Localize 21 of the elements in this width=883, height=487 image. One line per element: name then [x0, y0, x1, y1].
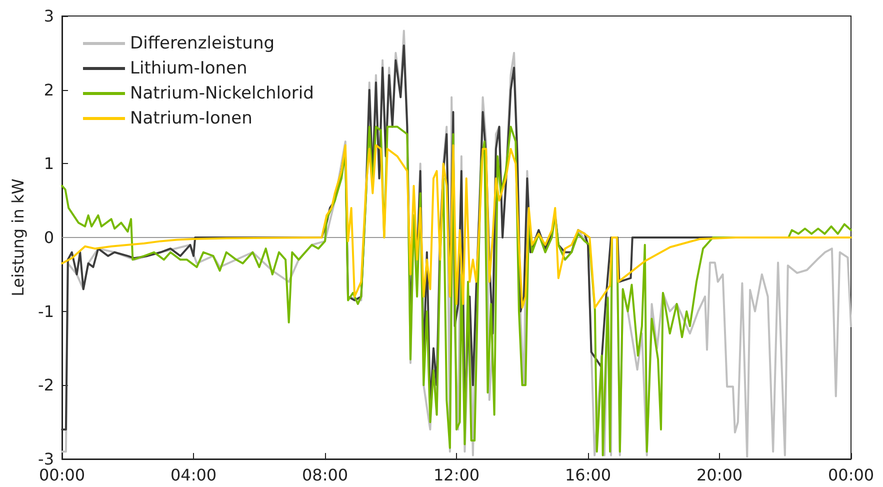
y-tick-label: 0: [44, 228, 54, 247]
x-tick-label: 12:00: [433, 466, 480, 484]
x-tick-label: 16:00: [564, 466, 612, 484]
y-tick-label: 2: [44, 80, 54, 100]
legend-label: Natrium-Ionen: [130, 108, 252, 128]
y-tick-label: -2: [38, 376, 54, 395]
legend-label: Differenzleistung: [130, 34, 275, 54]
x-tick-label: 04:00: [170, 466, 217, 484]
line-series: [61, 126, 852, 456]
legend-label: Natrium-Nickelchlorid: [130, 84, 314, 104]
y-tick-label: -1: [38, 302, 54, 321]
legend-label: Lithium-Ionen: [130, 58, 248, 78]
x-tick-label: 00:00: [828, 466, 874, 484]
y-tick-label: 3: [44, 6, 54, 26]
x-tick-label: 08:00: [302, 466, 348, 484]
y-tick-label: 1: [44, 154, 54, 174]
line-series: [61, 144, 852, 309]
x-tick-label: 20:00: [696, 466, 743, 484]
x-tick-label: 00:00: [38, 466, 86, 484]
y-tick-label: -3: [38, 450, 54, 468]
y-axis-title: Leistung in kW: [8, 178, 28, 296]
